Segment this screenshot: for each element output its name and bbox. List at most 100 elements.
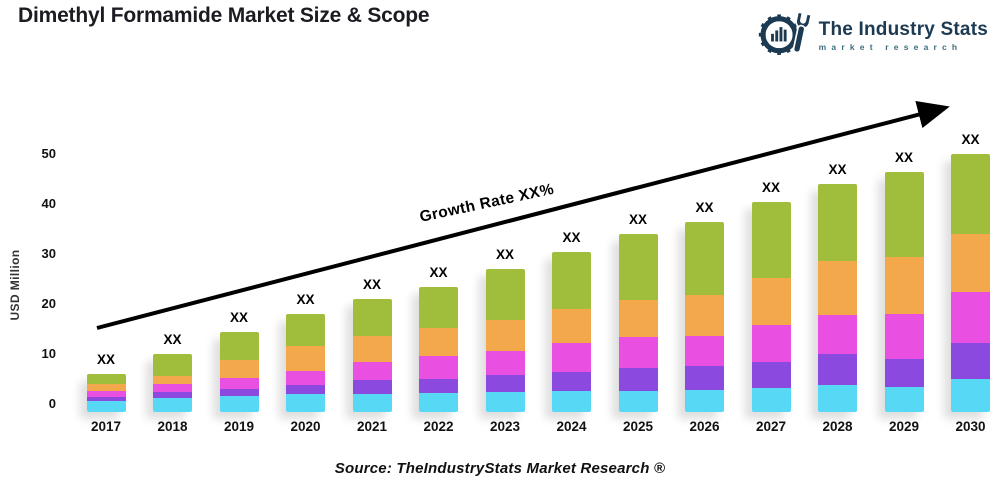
bar-column-2027 [751,201,791,412]
segment-purple [552,371,591,391]
segment-green [219,331,259,360]
segment-orange [751,278,791,325]
segment-purple [419,378,458,393]
segment-magenta [552,343,591,372]
bar-value-label-2021: XX [362,277,381,292]
growth-rate-label: Growth Rate XX% [418,180,556,226]
segment-green [86,374,126,384]
segment-magenta [685,336,724,366]
segment-purple [219,388,259,396]
segment-orange [552,308,591,343]
x-tick-2022: 2022 [423,419,454,434]
segment-cyan [552,390,591,412]
segment-cyan [685,389,724,412]
segment-green [618,234,658,300]
segment-magenta [286,371,325,385]
segment-green [552,251,591,309]
segment-magenta [485,350,525,375]
bar-column-2026 [685,221,724,412]
segment-purple [86,396,126,401]
y-tick-20: 20 [41,296,56,311]
x-tick-2030: 2030 [955,419,986,434]
x-tick-2019: 2019 [223,419,255,434]
logo-tagline: market research [818,41,963,52]
segment-magenta [86,390,126,397]
y-tick-0: 0 [48,396,56,411]
x-tick-2025: 2025 [622,419,654,434]
segment-purple [818,354,857,385]
x-tick-2018: 2018 [157,419,188,434]
segment-purple [286,385,325,394]
segment-orange [86,383,126,391]
segment-purple [352,379,392,394]
y-tick-40: 40 [41,196,56,211]
bar-value-label-2017: XX [96,352,115,367]
segment-cyan [286,394,325,412]
segment-orange [286,346,325,372]
segment-magenta [219,377,259,389]
bar-value-label-2023: XX [495,247,514,262]
segment-orange [153,375,192,384]
source-note: Source: TheIndustryStats Market Research… [334,460,666,477]
bar-value-label-2019: XX [229,309,248,325]
segment-magenta [419,355,458,379]
logo: The Industry Stats market research [758,8,988,63]
segment-orange [685,295,724,336]
x-tick-2017: 2017 [90,419,122,434]
segment-green [352,299,392,336]
bar-column-2030 [951,154,990,412]
segment-purple [685,365,724,390]
bar-column-2017 [86,374,126,412]
bar-column-2018 [153,354,192,412]
segment-purple [951,343,990,379]
segment-orange [485,319,525,351]
bar-value-label-2028: XX [828,162,847,177]
bar-column-2029 [884,171,924,412]
bar-column-2022 [419,286,458,412]
segment-green [153,354,192,376]
x-tick-2026: 2026 [689,419,720,434]
segment-cyan [618,390,658,412]
segment-green [286,314,325,347]
bar-column-2020 [286,314,325,412]
segment-magenta [951,291,990,343]
bar-value-label-2024: XX [562,229,581,245]
segment-cyan [419,393,458,412]
segment-magenta [884,314,924,359]
segment-green [751,201,791,278]
segment-cyan [153,397,192,412]
segment-cyan [818,384,857,412]
bar-column-2025 [618,234,658,412]
x-tick-2021: 2021 [356,419,388,434]
bar-column-2023 [485,269,525,412]
segment-magenta [618,337,658,368]
bar-value-label-2022: XX [429,264,448,280]
segment-magenta [751,325,791,362]
segment-orange [818,260,857,315]
y-tick-30: 30 [41,246,56,261]
segment-cyan [884,386,924,412]
segment-orange [884,256,924,314]
segment-green [419,286,458,328]
segment-green [951,154,990,234]
segment-magenta [818,315,857,354]
segment-orange [219,359,259,378]
segment-cyan [352,394,392,412]
segment-cyan [485,392,525,412]
x-tick-2027: 2027 [755,419,787,434]
segment-magenta [153,383,192,392]
segment-purple [153,391,192,398]
y-tick-50: 50 [41,146,56,161]
bar-value-label-2030: XX [961,132,980,147]
segment-orange [951,234,990,292]
y-axis-title: USD Million [8,249,22,321]
bar-value-label-2025: XX [628,212,647,227]
bar-column-2019 [219,331,259,412]
bar-value-label-2018: XX [163,332,182,347]
segment-green [485,269,525,320]
x-tick-2020: 2020 [290,419,321,434]
segment-green [818,184,857,261]
logo-name: The Industry Stats [818,18,988,40]
segment-orange [419,328,458,356]
